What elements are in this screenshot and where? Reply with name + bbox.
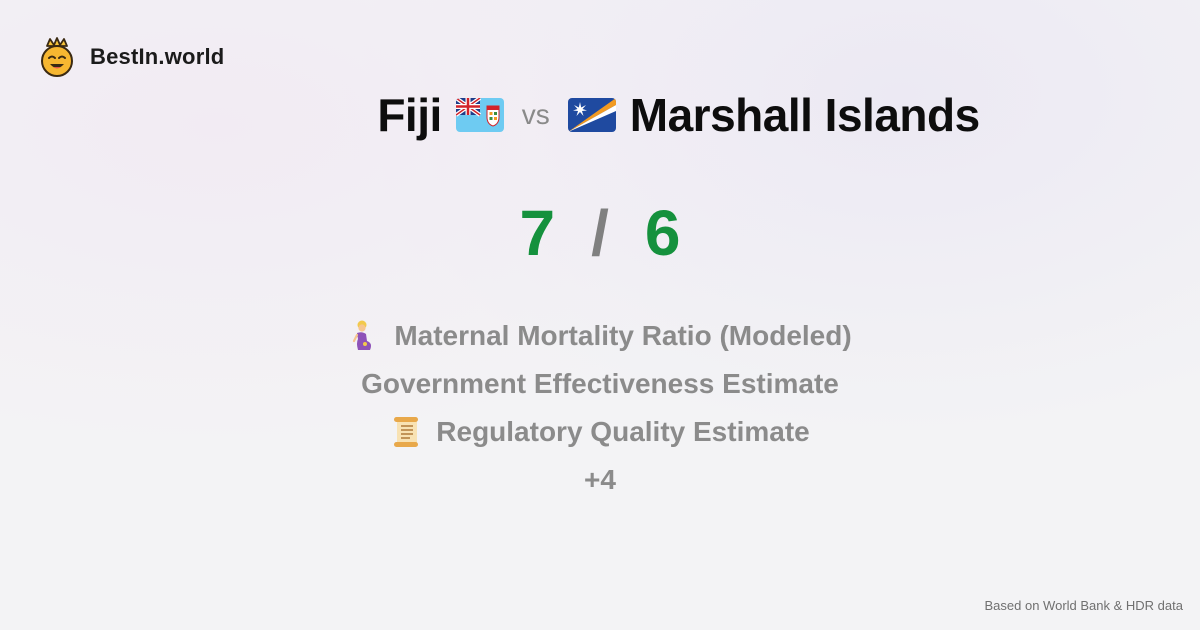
comparison-title: Fiji vs Marshall Islands <box>0 88 1200 142</box>
crowned-smiley-icon <box>38 36 76 78</box>
metric-maternal-mortality: Maternal Mortality Ratio (Modeled) <box>348 312 852 360</box>
score-separator: / <box>591 197 609 269</box>
more-metrics-count: +4 <box>584 456 616 504</box>
brand[interactable]: BestIn.world <box>38 36 224 78</box>
pregnant-woman-icon <box>348 319 380 353</box>
vs-label: vs <box>521 99 550 130</box>
metric-label: Regulatory Quality Estimate <box>436 416 810 447</box>
metric-label: Maternal Mortality Ratio (Modeled) <box>394 320 852 351</box>
metric-regulatory-quality: Regulatory Quality Estimate <box>390 408 810 456</box>
metrics-list: Maternal Mortality Ratio (Modeled) Gover… <box>0 312 1200 504</box>
scroll-icon <box>390 415 422 449</box>
right-score: 6 <box>644 197 681 269</box>
data-source-note: Based on World Bank & HDR data <box>984 598 1183 613</box>
metric-government-effectiveness: Government Effectiveness Estimate <box>361 360 839 408</box>
fiji-flag-icon <box>455 98 504 132</box>
more-label: +4 <box>584 464 616 495</box>
right-country-name: Marshall Islands <box>629 89 980 141</box>
left-country-name: Fiji <box>377 89 442 141</box>
marshall-islands-flag-icon <box>567 98 616 132</box>
score-row: 7 / 6 <box>0 196 1200 270</box>
brand-name: BestIn.world <box>90 44 225 69</box>
metric-label: Government Effectiveness Estimate <box>361 368 839 399</box>
left-score: 7 <box>519 197 556 269</box>
